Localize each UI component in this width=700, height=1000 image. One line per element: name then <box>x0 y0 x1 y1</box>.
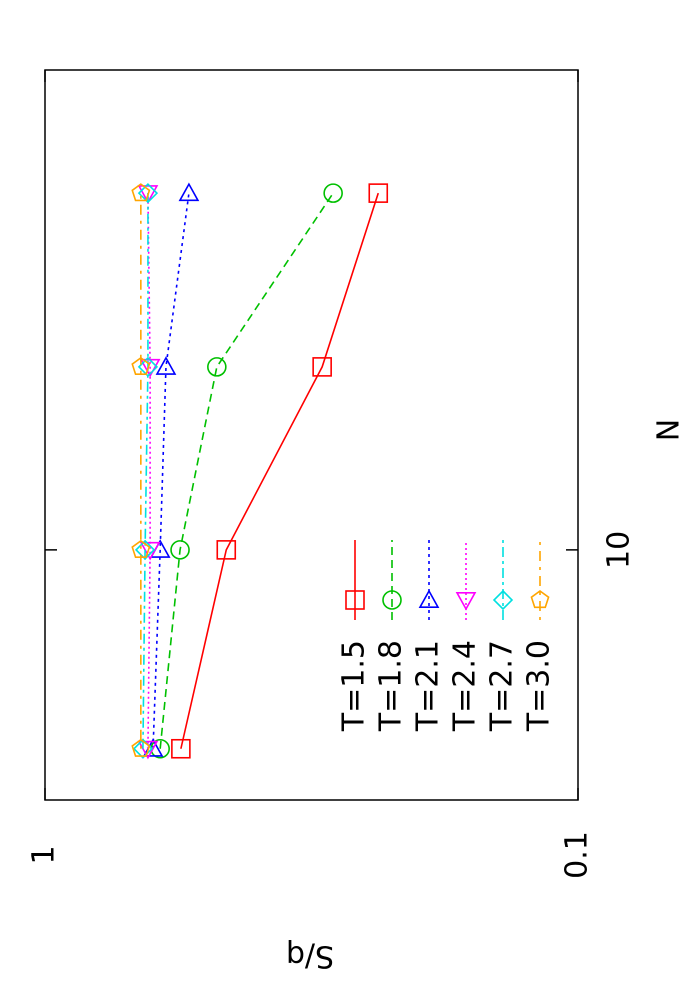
rotated-plot: N S/q 1 0.1 10 T=1.5 T=1.8 T=2.1 T=2.4 T=2.7 T=3… <box>27 69 687 974</box>
marker <box>137 183 159 204</box>
legend-label: T=3.0 <box>522 640 557 732</box>
marker <box>131 356 151 375</box>
marker <box>155 356 177 375</box>
series-line <box>152 193 190 749</box>
marker <box>207 357 227 377</box>
legend-marker <box>382 590 402 610</box>
marker <box>131 183 151 202</box>
marker <box>312 357 332 377</box>
plot-frame <box>44 69 579 801</box>
series-line <box>159 192 334 749</box>
marker <box>368 183 389 203</box>
marker <box>137 740 159 760</box>
legend-marker <box>345 590 365 610</box>
y-tick-label: 1 <box>27 845 62 864</box>
marker <box>134 539 156 561</box>
x-tick-label: 10 <box>602 531 637 569</box>
y-tick-label: 0.1 <box>560 831 595 879</box>
legend-label: T=1.5 <box>337 640 372 732</box>
marker <box>137 185 159 204</box>
y-axis-label: S/q <box>286 939 334 974</box>
marker <box>170 540 190 560</box>
legend-label: T=1.8 <box>374 640 409 732</box>
marker <box>131 539 151 558</box>
series-line <box>180 192 380 749</box>
series-line <box>142 193 149 749</box>
marker <box>137 356 159 378</box>
x-axis-label: N <box>652 419 687 441</box>
legend-label: T=2.7 <box>485 640 520 732</box>
legend-label: T=2.1 <box>411 640 446 732</box>
marker <box>323 183 343 203</box>
marker <box>216 540 237 560</box>
legend-marker <box>492 589 514 611</box>
legend-marker <box>530 590 550 609</box>
marker <box>178 182 200 202</box>
marker <box>131 738 151 757</box>
legend-marker <box>418 589 440 609</box>
legend-marker <box>455 591 477 611</box>
series-line <box>147 193 151 749</box>
marker <box>171 738 191 759</box>
legend-label: T=2.4 <box>448 640 483 732</box>
